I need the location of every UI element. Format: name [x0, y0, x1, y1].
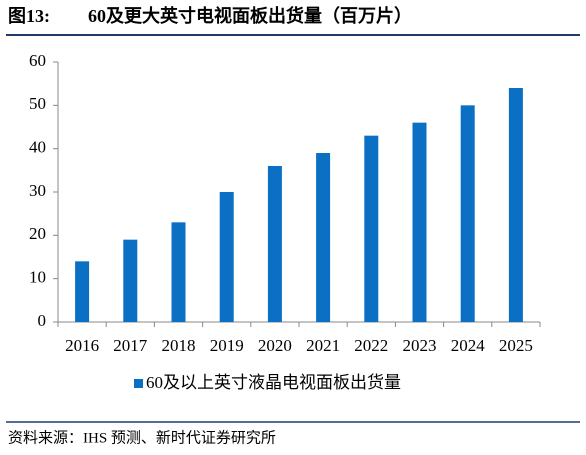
x-tick-label: 2024	[451, 336, 486, 355]
x-tick-label: 2017	[113, 336, 148, 355]
x-tick-label: 2021	[306, 336, 340, 355]
y-tick-label: 0	[38, 311, 47, 330]
x-tick-label: 2018	[162, 336, 196, 355]
x-tick-label: 2023	[403, 336, 437, 355]
bar	[508, 88, 523, 322]
bar	[123, 239, 138, 322]
bar	[267, 166, 282, 322]
bar	[316, 153, 331, 322]
legend-swatch	[134, 379, 143, 388]
y-tick-label: 60	[29, 51, 46, 70]
x-tick-label: 2025	[499, 336, 533, 355]
legend-label: 60及以上英寸液晶电视面板出货量	[146, 373, 401, 392]
x-tick-label: 2022	[354, 336, 388, 355]
chart-title: 60及更大英寸电视面板出货量（百万片）	[88, 5, 412, 26]
y-tick-label: 50	[29, 94, 46, 113]
bar	[219, 192, 234, 322]
x-tick-label: 2020	[258, 336, 292, 355]
x-tick-label: 2016	[65, 336, 99, 355]
bar	[412, 122, 427, 323]
y-tick-label: 30	[29, 181, 46, 200]
bar	[460, 105, 475, 322]
bar	[364, 135, 379, 322]
y-tick-label: 10	[29, 268, 46, 287]
source: 资料来源：IHS 预测、新时代证券研究所	[8, 429, 276, 446]
y-tick-label: 40	[29, 138, 46, 157]
figure-label: 图13:	[8, 6, 50, 26]
bar	[171, 222, 186, 322]
x-tick-label: 2019	[210, 336, 244, 355]
bar	[75, 261, 90, 322]
y-tick-label: 20	[29, 224, 46, 243]
